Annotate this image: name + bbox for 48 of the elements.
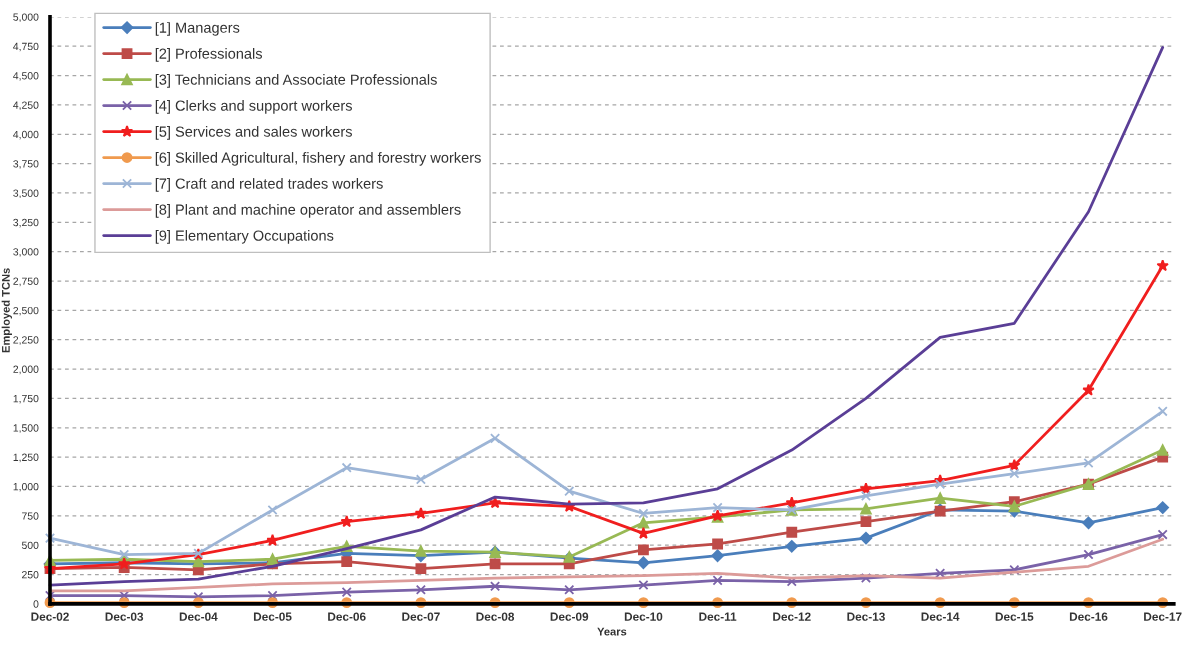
y-tick-label: 4,000: [13, 130, 39, 140]
y-tick-label: 2,500: [13, 306, 39, 316]
x-tick-label: Dec-06: [328, 612, 366, 621]
y-tick-label: 750: [22, 512, 39, 520]
x-tick-label: Dec-03: [105, 612, 144, 621]
y-tick-label: 3,000: [13, 248, 39, 257]
x-tick-label: Dec-13: [847, 612, 885, 621]
y-tick-label: 2,750: [13, 277, 39, 287]
x-tick-label: Dec-16: [1069, 612, 1108, 621]
legend-label: [8] Plant and machine operator and assemblers: [155, 204, 461, 218]
x-tick-label: Dec-02: [31, 612, 69, 621]
x-tick-label: Dec-04: [179, 612, 218, 621]
y-tick-label: 1,750: [13, 394, 39, 404]
y-tick-label: 4,500: [13, 72, 39, 81]
y-tick-label: 5,000: [13, 13, 39, 23]
y-tick-label: 3,750: [13, 160, 39, 169]
x-tick-label: Dec-12: [773, 612, 811, 621]
x-tick-label: Dec-14: [921, 612, 960, 621]
legend-label: [9] Elementary Occupations: [155, 230, 334, 244]
x-tick-label: Dec-09: [550, 612, 589, 621]
x-tick-label: Dec-17: [1144, 612, 1182, 621]
y-axis-title: Employed TCNs: [1, 268, 12, 353]
y-tick-label: 500: [21, 541, 39, 550]
y-tick-label: 3,500: [13, 189, 39, 199]
x-tick-label: Dec-10: [624, 612, 663, 621]
y-tick-label: 1,500: [13, 424, 39, 433]
y-tick-label: 4,250: [13, 101, 39, 111]
legend-label: [5] Services and sales workers: [155, 126, 352, 140]
x-tick-label: Dec-05: [253, 612, 292, 621]
y-tick-label: 3,250: [13, 218, 39, 228]
y-tick-label: 4,750: [13, 42, 39, 52]
x-tick-label: Dec-07: [402, 612, 440, 621]
y-tick-label: 250: [22, 571, 39, 579]
x-tick-label: Dec-08: [476, 612, 515, 621]
legend-label: [3] Technicians and Associate Professionals: [155, 74, 437, 88]
x-tick-label: Dec-11: [699, 612, 737, 621]
y-tick-label: 2,250: [13, 336, 39, 345]
y-tick-label: 0: [33, 600, 39, 608]
legend-label: [2] Professionals: [155, 48, 263, 62]
legend-label: [6] Skilled Agricultural, fishery and forestry workers: [155, 152, 481, 166]
y-tick-label: 1,250: [13, 453, 39, 463]
x-axis-title: Years: [597, 627, 627, 636]
legend-label: [4] Clerks and support workers: [155, 100, 352, 114]
x-tick-label: Dec-15: [995, 612, 1034, 621]
legend-label: [7] Craft and related trades workers: [155, 178, 383, 192]
y-tick-label: 1,000: [13, 482, 39, 492]
legend-label: [1] Managers: [155, 22, 240, 36]
y-tick-label: 2,000: [13, 365, 39, 375]
